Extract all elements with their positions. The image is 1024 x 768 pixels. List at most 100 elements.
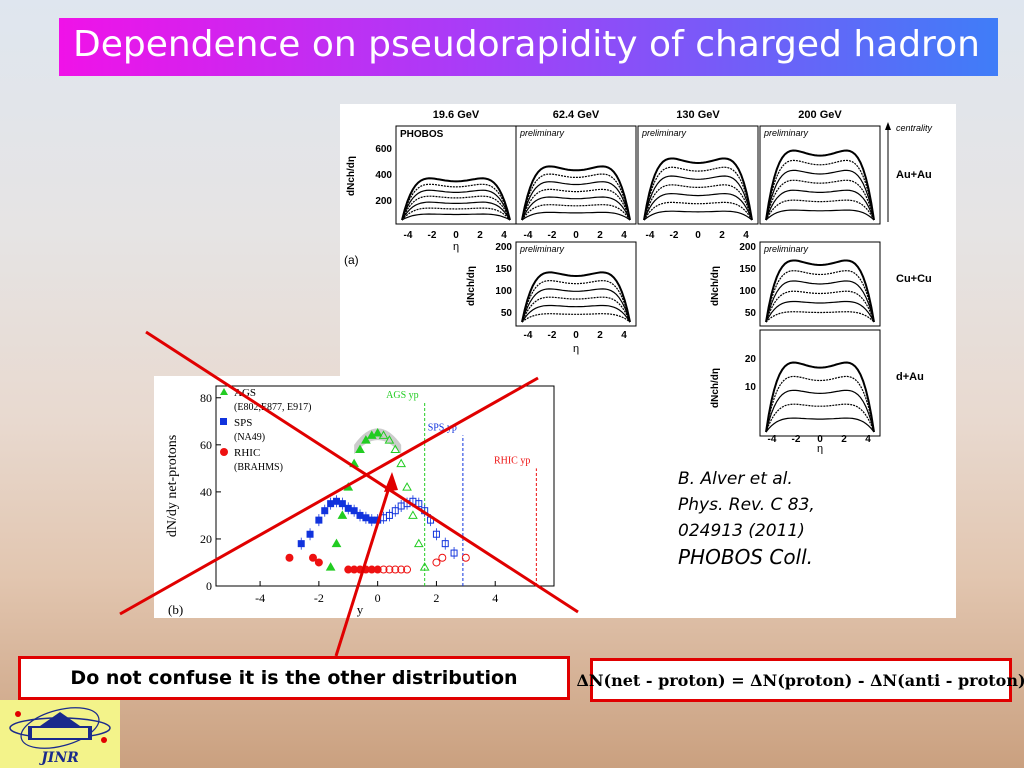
energy-label: 62.4 GeV xyxy=(553,109,600,121)
data-point-rhic xyxy=(308,553,317,562)
panel-label-a: (a) xyxy=(344,253,359,267)
x-tick-label: -2 xyxy=(548,230,557,241)
energy-label: 200 GeV xyxy=(798,109,842,121)
curve-cucu-panel xyxy=(521,304,631,323)
x-tick-label: -4 xyxy=(255,591,265,605)
y-tick-label: 20 xyxy=(200,532,212,546)
curve-auau-panel xyxy=(401,177,511,221)
legend-name: RHIC xyxy=(234,447,260,459)
data-point-rhic xyxy=(438,553,447,562)
citation-authors: B. Alver et al. xyxy=(678,469,793,489)
curve-auau-panel xyxy=(521,196,631,221)
y-tick-label: 0 xyxy=(206,579,212,593)
curve-dau-panel xyxy=(765,361,875,433)
slide-title: Dependence on pseudorapidity of charged … xyxy=(73,24,980,65)
curve-auau-panel xyxy=(765,179,875,221)
y-tick-label: 80 xyxy=(200,391,212,405)
dau-panel xyxy=(759,329,881,437)
data-point-rhic xyxy=(461,553,470,562)
curve-auau-panel xyxy=(401,201,511,221)
curve-auau-panel xyxy=(643,210,753,221)
x-tick-label: 0 xyxy=(573,330,579,341)
logo-text: JINR xyxy=(41,750,79,766)
legend-detail: (BRAHMS) xyxy=(234,462,283,473)
curve-auau-panel xyxy=(401,189,511,221)
y-tick-label: 10 xyxy=(745,382,757,393)
curve-dau-panel xyxy=(765,417,875,433)
x-tick-label: 2 xyxy=(841,434,847,445)
phobos-label: PHOBOS xyxy=(400,129,444,140)
curve-auau-panel xyxy=(765,189,875,221)
x-tick-label: 4 xyxy=(501,230,507,241)
x-tick-label: -2 xyxy=(428,230,437,241)
curve-auau-panel xyxy=(643,157,753,221)
legend-detail: (E802,E877, E917) xyxy=(234,402,312,413)
net-proton-chart: 0 20 40 60 80 -4 -2 0 2 4 dN/dy net-protons y (b) AGS… xyxy=(165,385,555,617)
auau-panel xyxy=(395,125,517,225)
phobos-chart: 19.6 GeV 62.4 GeV 130 GeV 200 GeV preliminar… xyxy=(344,109,933,454)
y-axis-label: dN/dy net-protons xyxy=(165,435,180,537)
net-proton-figure: 0 20 40 60 80 -4 -2 0 2 4 dN/dy net-protons y (b) AGS… xyxy=(154,376,564,618)
x-tick-label: 0 xyxy=(695,230,701,241)
data-point-ags xyxy=(343,482,354,491)
curve-auau-panel xyxy=(401,213,511,221)
x-tick-label: 4 xyxy=(865,434,871,445)
y-tick-label: 50 xyxy=(501,308,513,319)
warning-text: Do not confuse it is the other distribut… xyxy=(70,667,518,689)
x-tick-label: -4 xyxy=(646,230,655,241)
curve-cucu-panel xyxy=(765,259,875,323)
curve-auau-panel xyxy=(401,207,511,221)
curve-cucu-panel xyxy=(521,296,631,323)
centrality-label: centrality xyxy=(896,123,933,133)
x-tick-label: -2 xyxy=(670,230,679,241)
x-tick-label: 0 xyxy=(453,230,459,241)
warning-box: Do not confuse it is the other distribut… xyxy=(18,656,570,700)
x-tick-label: -4 xyxy=(404,230,413,241)
data-point-ags xyxy=(402,482,412,491)
y-tick-label: 40 xyxy=(200,485,212,499)
y-axis-label: dNch/dη xyxy=(346,156,357,196)
curve-cucu-panel xyxy=(765,270,875,323)
data-point-rhic xyxy=(314,558,323,567)
curve-cucu-panel xyxy=(521,279,631,323)
data-point-rhic xyxy=(432,558,441,567)
energy-label: 130 GeV xyxy=(676,109,720,121)
legend-name: SPS xyxy=(234,417,252,429)
y-tick-label: 200 xyxy=(375,196,392,207)
preliminary-label: preliminary xyxy=(763,244,809,254)
curve-cucu-panel xyxy=(521,313,631,323)
panel-label-b: (b) xyxy=(168,602,183,617)
x-tick-label: 4 xyxy=(621,330,627,341)
cucu-panel xyxy=(515,241,637,327)
legend-marker-sps xyxy=(220,418,227,425)
citation-panel xyxy=(564,454,956,618)
data-point-ags xyxy=(349,458,360,468)
formula-text: ΔN(net - proton) = ΔN(proton) - ΔN(anti … xyxy=(576,670,1024,690)
centrality-arrow-icon xyxy=(885,122,891,130)
curve-auau-panel xyxy=(765,149,875,221)
x-axis-label: η xyxy=(817,443,823,454)
x-tick-label: 4 xyxy=(621,230,627,241)
x-tick-label: 2 xyxy=(477,230,483,241)
x-tick-label: 2 xyxy=(433,591,439,605)
curve-auau-panel xyxy=(521,165,631,221)
x-tick-label: 0 xyxy=(817,434,823,445)
y-axis-label: dNch/dη xyxy=(466,266,477,306)
jinr-emblem-icon xyxy=(9,707,111,749)
system-label-auau: Au+Au xyxy=(896,169,932,181)
x-tick-label: -4 xyxy=(524,330,533,341)
data-point-ags xyxy=(413,538,424,548)
system-label-cucu: Cu+Cu xyxy=(896,273,932,285)
preliminary-label: preliminary xyxy=(519,128,565,138)
curve-auau-panel xyxy=(643,166,753,221)
curve-auau-panel xyxy=(643,175,753,221)
curve-auau-panel xyxy=(643,184,753,221)
x-tick-label: 4 xyxy=(743,230,749,241)
formula-box: ΔN(net - proton) = ΔN(proton) - ΔN(anti … xyxy=(576,658,1024,702)
x-tick-label: -4 xyxy=(768,434,777,445)
curve-cucu-panel xyxy=(765,300,875,323)
energy-label: 19.6 GeV xyxy=(433,109,480,121)
y-axis-label: dNch/dη xyxy=(710,266,721,306)
x-tick-label: 4 xyxy=(492,591,498,605)
curve-auau-panel xyxy=(765,209,875,221)
